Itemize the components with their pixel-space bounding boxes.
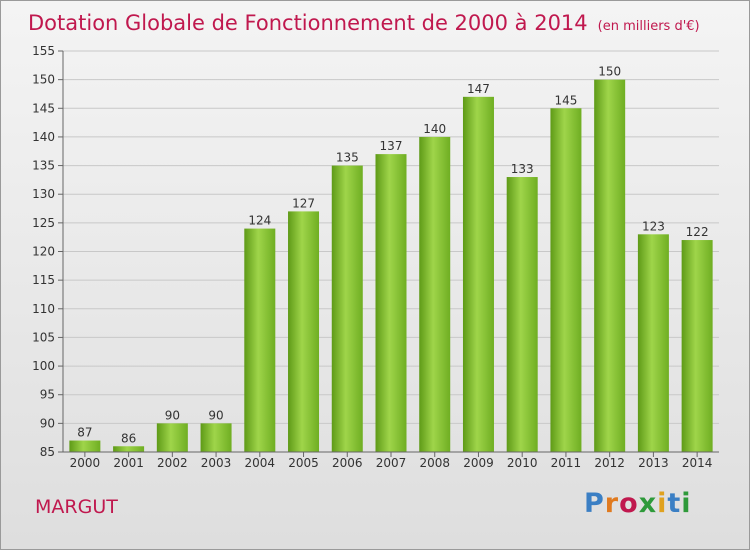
y-tick-label: 120 [32,245,55,259]
bar-value-label: 90 [165,408,180,422]
logo-letter: r [604,488,620,519]
title-unit: (en milliers d'€) [597,19,700,34]
bar [506,177,538,452]
x-axis-ticks: 2000 2001 2002 2003 2004 2005 2006 2007 2008 2009… [63,451,719,470]
title-text: Dotation Globale de Fonctionnement de 20… [28,11,588,35]
y-tick-label: 115 [32,273,55,287]
x-tick-label: 2003 [201,456,232,470]
y-tick-label: 155 [32,44,55,58]
x-tick-label: 2000 [70,456,101,470]
bar [594,79,626,453]
y-tick-label: 85 [40,445,55,459]
bar [550,108,582,453]
bar [462,96,494,452]
bars [69,79,713,453]
x-tick-label: 2004 [245,456,276,470]
bar-value-label: 150 [598,65,621,79]
bar [331,165,363,453]
logo-letter: P [584,488,605,519]
y-tick-label: 135 [32,159,55,173]
bar-value-label: 86 [121,431,136,445]
y-tick-label: 100 [32,359,55,373]
bar-value-label: 87 [77,426,92,440]
commune-name: MARGUT [35,496,118,518]
y-tick-label: 110 [32,302,55,316]
x-tick-label: 2008 [419,456,450,470]
bar-value-label: 90 [208,408,223,422]
bar-value-label: 145 [554,93,577,107]
bar [288,211,320,452]
x-tick-label: 2009 [463,456,494,470]
bar-value-label: 147 [467,82,490,96]
bar-value-label: 137 [380,139,403,153]
y-tick-label: 140 [32,130,55,144]
bar [156,423,188,452]
bar-value-label: 133 [511,162,534,176]
bar [681,240,713,452]
bar [375,154,407,452]
logo-letter: i [681,488,692,519]
bar-value-label: 123 [642,219,665,233]
chart-title: Dotation Globale de Fonctionnement de 20… [28,11,700,35]
x-tick-label: 2013 [638,456,669,470]
logo-letter: o [619,488,639,519]
x-tick-label: 2005 [288,456,319,470]
y-tick-label: 95 [40,388,55,402]
y-tick-label: 130 [32,187,55,201]
x-tick-label: 2002 [157,456,188,470]
y-tick-label: 125 [32,216,55,230]
y-axis-ticks: 85 90 95 100 105 110 115 120 125 130 135 140 145 150 1… [32,44,64,459]
bar [637,234,669,452]
bar [113,446,145,452]
bar [69,440,101,452]
bar-value-label: 135 [336,151,359,165]
x-tick-label: 2014 [682,456,713,470]
bar-value-label: 122 [686,225,709,239]
y-tick-label: 150 [32,73,55,87]
x-tick-label: 2010 [507,456,538,470]
bar-value-label: 124 [248,214,271,228]
y-tick-label: 90 [40,416,55,430]
bar-labels: 87 86 90 90 124 127 135 137 140 147 133 145 150 123 12… [77,65,708,446]
x-tick-label: 2007 [376,456,407,470]
x-tick-label: 2001 [113,456,144,470]
logo-letter: x [638,488,658,519]
proxiti-logo: Proxiti [584,488,692,519]
y-tick-label: 105 [32,330,55,344]
bar [244,228,276,452]
bar-value-label: 127 [292,196,315,210]
logo-letter: i [657,488,668,519]
x-tick-label: 2012 [594,456,625,470]
y-tick-label: 145 [32,101,55,115]
logo-letter: t [667,488,682,519]
x-tick-label: 2006 [332,456,363,470]
bar [200,423,232,452]
bar [419,136,451,452]
bar-value-label: 140 [423,122,446,136]
x-tick-label: 2011 [551,456,582,470]
